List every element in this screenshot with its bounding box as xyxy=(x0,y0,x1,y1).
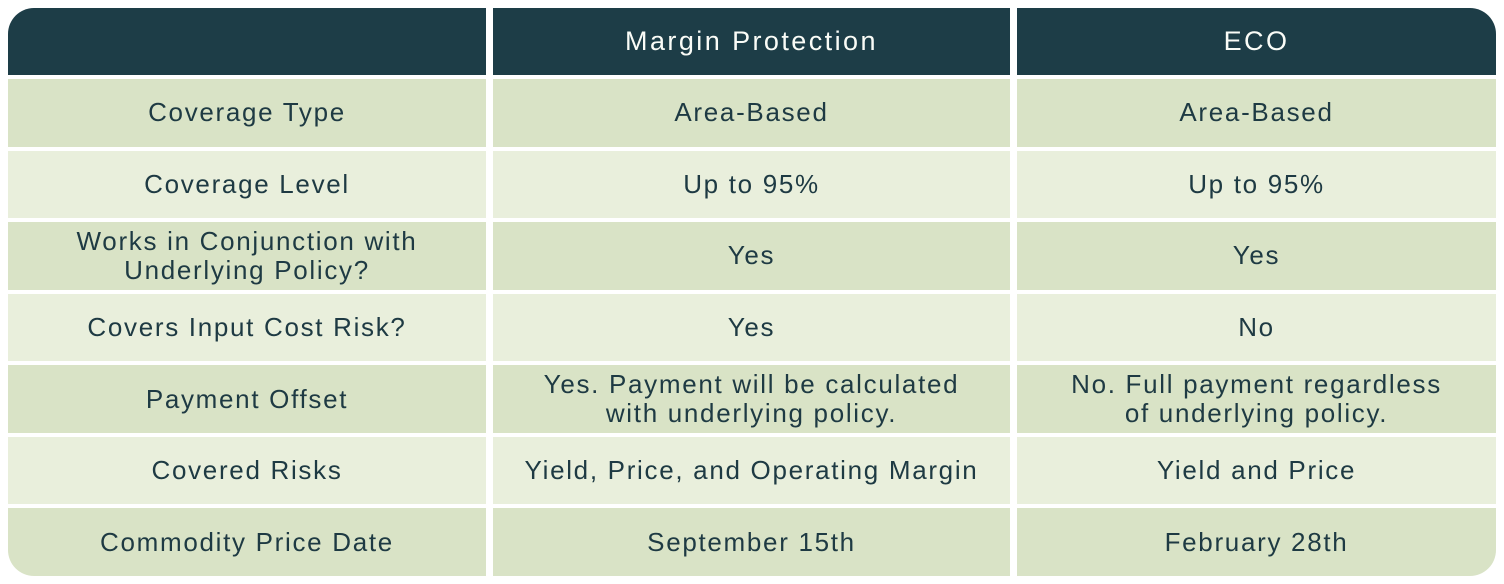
header-cell-margin-protection: Margin Protection xyxy=(493,8,1010,75)
row-label: Coverage Type xyxy=(8,79,486,147)
row-label: Works in Conjunction with Underlying Pol… xyxy=(8,222,486,290)
cell-value: Area-Based xyxy=(493,79,1010,147)
cell-value: Yes xyxy=(493,222,1010,290)
comparison-table: Margin Protection ECO Coverage Type Area… xyxy=(8,8,1496,576)
cell-value: Yes xyxy=(1017,222,1496,290)
cell-value: Area-Based xyxy=(1017,79,1496,147)
cell-value: February 28th xyxy=(1017,508,1496,576)
cell-value: Yes xyxy=(493,293,1010,362)
cell-value: Yield and Price xyxy=(1017,436,1496,505)
cell-value: No xyxy=(1017,293,1496,362)
cell-value: September 15th xyxy=(493,508,1010,576)
row-label: Covered Risks xyxy=(8,436,486,505)
row-label: Coverage Level xyxy=(8,150,486,219)
header-cell-blank xyxy=(8,8,486,75)
row-label: Payment Offset xyxy=(8,365,486,433)
row-label: Commodity Price Date xyxy=(8,508,486,576)
cell-value: Yield, Price, and Operating Margin xyxy=(493,436,1010,505)
header-cell-eco: ECO xyxy=(1017,8,1496,75)
cell-value: No. Full payment regardless of underlyin… xyxy=(1017,365,1496,433)
cell-value: Yes. Payment will be calculated with und… xyxy=(493,365,1010,433)
row-label: Covers Input Cost Risk? xyxy=(8,293,486,362)
cell-value: Up to 95% xyxy=(1017,150,1496,219)
cell-value: Up to 95% xyxy=(493,150,1010,219)
